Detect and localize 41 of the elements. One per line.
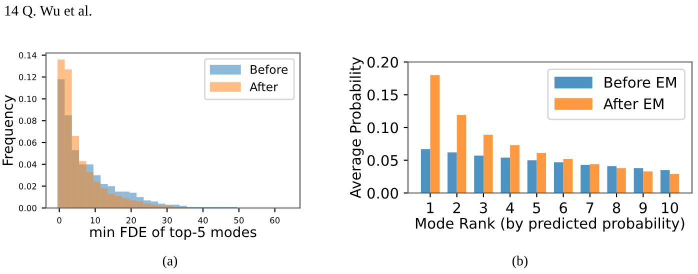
x-tick-label: 6 xyxy=(560,202,568,214)
y-axis-title: Average Probability xyxy=(350,57,364,198)
y-tick-label: 0.08 xyxy=(18,118,36,124)
y-tick-label: 0.10 xyxy=(367,122,398,134)
legend-label: Before EM xyxy=(604,76,676,88)
y-tick-label: 0.06 xyxy=(18,139,36,146)
x-axis-title: min FDE of top-5 modes xyxy=(90,226,256,240)
x-tick-label: 4 xyxy=(506,202,514,214)
y-tick-label: 0.00 xyxy=(18,204,36,212)
y-tick-label: 0.14 xyxy=(18,52,37,58)
x-tick-label: 50 xyxy=(234,217,244,224)
x-tick-label: 7 xyxy=(586,202,594,214)
x-tick-label: 9 xyxy=(639,202,647,214)
text: (a) xyxy=(162,256,178,268)
text: (b) xyxy=(512,256,528,268)
y-tick-label: 0.05 xyxy=(367,154,398,166)
legend-label: Before xyxy=(250,64,288,74)
x-axis-title: Mode Rank (by predicted probability) xyxy=(416,218,684,232)
x-tick-label: 2 xyxy=(453,202,460,214)
y-tick-label: 0.15 xyxy=(367,89,398,100)
x-tick-label: 20 xyxy=(126,217,136,224)
y-tick-label: 0.02 xyxy=(18,183,36,190)
x-tick-label: 8 xyxy=(612,202,620,214)
y-tick-label: 0.10 xyxy=(18,96,36,102)
x-tick-label: 10 xyxy=(90,217,100,224)
x-tick-label: 0 xyxy=(57,217,62,224)
x-tick-label: 60 xyxy=(270,217,280,224)
y-tick-label: 0.00 xyxy=(367,188,398,199)
x-tick-label: 5 xyxy=(533,202,540,214)
x-tick-label: 30 xyxy=(162,217,172,224)
y-tick-label: 0.12 xyxy=(18,74,36,80)
x-tick-label: 1 xyxy=(427,202,434,214)
legend-label: After EM xyxy=(603,98,664,110)
y-tick-label: 0.20 xyxy=(367,56,398,68)
y-axis-title: Frequency xyxy=(2,95,16,166)
x-tick-label: 40 xyxy=(198,217,208,224)
y-tick-label: 0.04 xyxy=(18,161,37,168)
text: 14 Q. Wu et al. xyxy=(5,5,92,18)
x-tick-label: 10 xyxy=(662,202,678,214)
legend-label: After xyxy=(250,82,278,92)
x-tick-label: 3 xyxy=(480,202,487,214)
